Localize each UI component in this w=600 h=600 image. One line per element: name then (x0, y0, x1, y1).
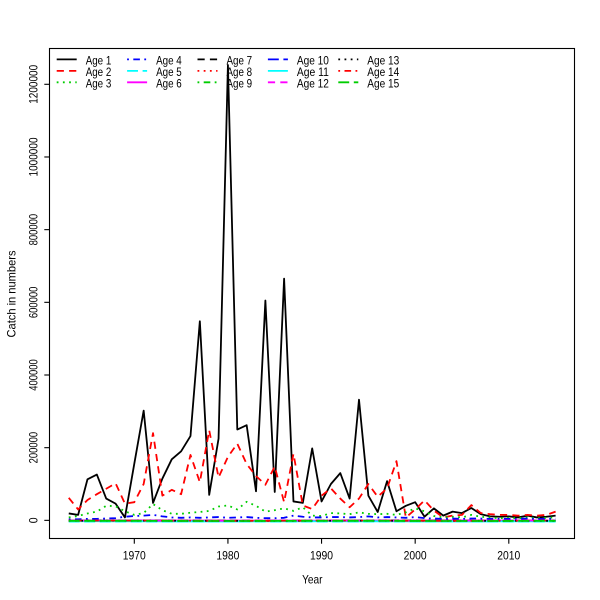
svg-text:2000: 2000 (404, 549, 427, 563)
svg-text:2010: 2010 (497, 549, 520, 563)
svg-text:Age 13: Age 13 (367, 54, 399, 68)
svg-text:Catch in numbers: Catch in numbers (5, 251, 19, 338)
svg-text:Age 6: Age 6 (156, 77, 182, 91)
svg-text:1970: 1970 (123, 549, 146, 563)
svg-text:Age 1: Age 1 (86, 54, 112, 68)
svg-text:1980: 1980 (216, 549, 239, 563)
svg-text:Age 3: Age 3 (86, 77, 112, 91)
svg-text:Age 7: Age 7 (227, 54, 253, 68)
svg-text:400000: 400000 (27, 359, 41, 391)
svg-text:Age 14: Age 14 (367, 65, 399, 79)
svg-text:Age 10: Age 10 (297, 54, 329, 68)
svg-text:Year: Year (302, 573, 322, 587)
svg-text:Age 8: Age 8 (227, 65, 253, 79)
svg-text:800000: 800000 (27, 214, 41, 246)
svg-text:Age 15: Age 15 (367, 77, 399, 91)
svg-text:Age 5: Age 5 (156, 65, 182, 79)
svg-text:1990: 1990 (310, 549, 333, 563)
svg-text:1200000: 1200000 (27, 65, 41, 104)
svg-text:Age 12: Age 12 (297, 77, 329, 91)
svg-text:1000000: 1000000 (27, 137, 41, 176)
svg-text:Age 4: Age 4 (156, 54, 182, 68)
svg-text:200000: 200000 (27, 432, 41, 464)
svg-text:0: 0 (27, 517, 41, 523)
svg-text:600000: 600000 (27, 286, 41, 318)
svg-text:Age 2: Age 2 (86, 65, 112, 79)
svg-text:Age 11: Age 11 (297, 65, 329, 79)
svg-text:Age 9: Age 9 (227, 77, 253, 91)
